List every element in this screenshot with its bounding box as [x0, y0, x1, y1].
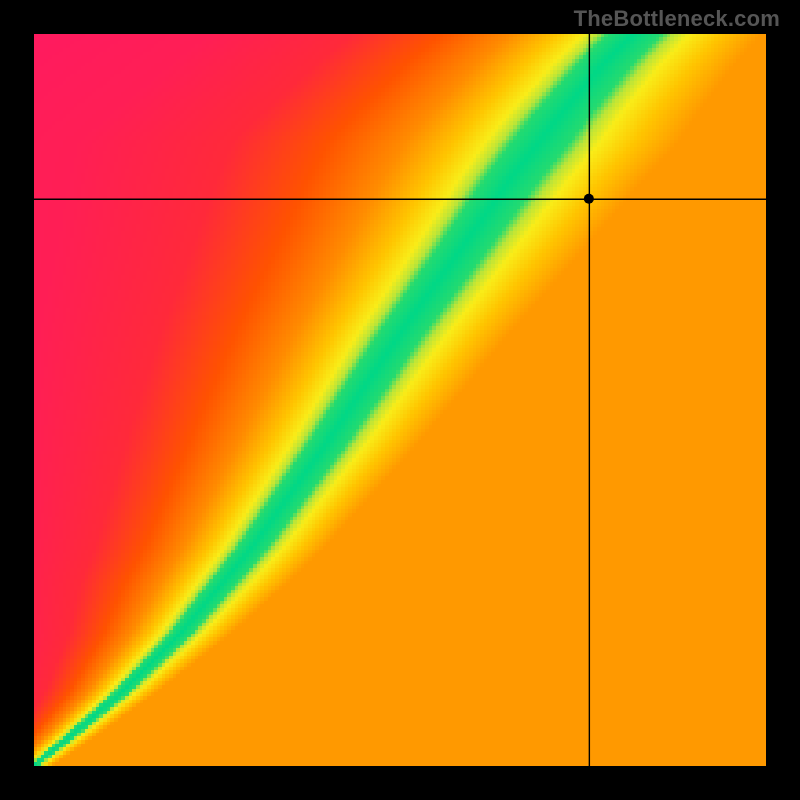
watermark-text: TheBottleneck.com [574, 6, 780, 32]
heatmap-canvas [34, 34, 766, 766]
chart-container: TheBottleneck.com [0, 0, 800, 800]
plot-area [34, 34, 766, 766]
